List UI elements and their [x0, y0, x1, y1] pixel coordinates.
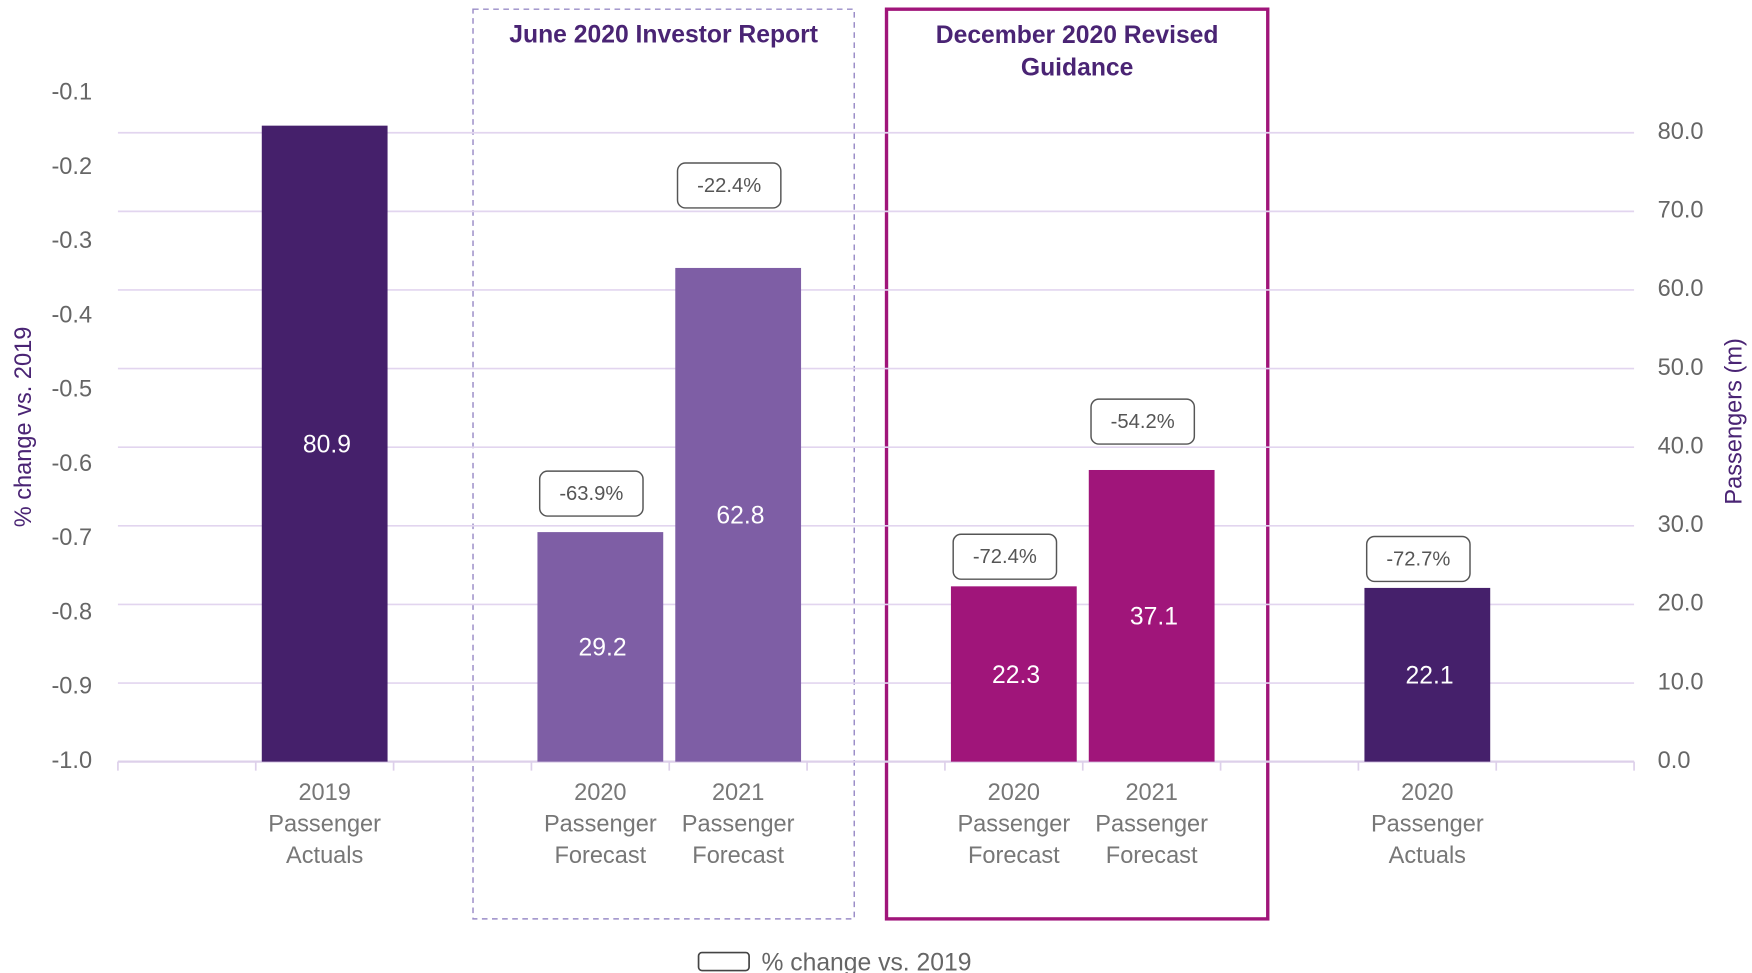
change-label-box	[1365, 535, 1471, 583]
group-box	[472, 8, 855, 920]
bar-value-label: 37.1	[1130, 604, 1178, 631]
bar	[1088, 469, 1215, 762]
y-tick-label: -0.8	[51, 598, 92, 624]
change-label-box	[538, 470, 644, 517]
change-label: -22.4%	[697, 175, 761, 197]
y-tick-label: -0.9	[51, 673, 92, 699]
y-tick-label: -0.2	[51, 153, 92, 179]
y-tick-label: -0.1	[51, 79, 92, 105]
change-label: -54.2%	[1111, 411, 1175, 433]
x-tick-label: 2020 Passenger Forecast	[957, 779, 1070, 868]
bar-value-label: 22.1	[1406, 663, 1454, 690]
group-title: June 2020 Investor Report	[509, 22, 818, 49]
y-tick-label: -1.0	[51, 747, 92, 773]
change-label: -63.9%	[559, 483, 623, 505]
y-tick-label: -0.7	[51, 524, 92, 550]
y2-tick-label: 50.0	[1658, 354, 1704, 380]
y-tick-label: -0.6	[51, 450, 92, 476]
group-box	[884, 7, 1270, 921]
y2-tick-label: 10.0	[1658, 668, 1704, 694]
bar-value-label: 29.2	[579, 635, 627, 662]
group-title: December 2020 Revised Guidance	[936, 22, 1219, 82]
y2-tick-label: 60.0	[1658, 275, 1704, 301]
bar-value-label: 80.9	[303, 431, 351, 458]
bar	[675, 267, 802, 762]
bar	[950, 586, 1077, 762]
y2-axis-title: Passengers (m)	[1720, 338, 1746, 504]
y2-tick-label: 40.0	[1658, 432, 1704, 458]
x-tick-label: 2020 Passenger Actuals	[1371, 779, 1484, 868]
y2-tick-label: 30.0	[1658, 511, 1704, 537]
legend-swatch	[697, 951, 750, 972]
change-label: -72.7%	[1386, 548, 1450, 570]
change-label-box	[952, 533, 1058, 580]
bar	[537, 532, 664, 762]
y-tick-label: -0.3	[51, 227, 92, 253]
x-tick-label: 2019 Passenger Actuals	[268, 779, 381, 868]
y2-tick-label: 70.0	[1658, 197, 1704, 223]
bar	[261, 125, 388, 762]
change-label-box	[1090, 398, 1196, 445]
legend-label: % change vs. 2019	[761, 949, 971, 973]
x-tick-label: 2021 Passenger Forecast	[1095, 779, 1208, 868]
bar-value-label: 62.8	[716, 503, 764, 530]
change-label: -72.4%	[973, 546, 1037, 568]
y-tick-label: -0.4	[51, 301, 92, 327]
y-tick-label: -0.5	[51, 376, 92, 402]
y2-tick-label: 20.0	[1658, 590, 1704, 616]
change-label-box	[676, 162, 782, 209]
bar	[1364, 587, 1491, 762]
y2-tick-label: 0.0	[1658, 747, 1691, 773]
y2-tick-label: 80.0	[1658, 118, 1704, 144]
y-axis-title: % change vs. 2019	[10, 327, 36, 528]
x-tick-label: 2021 Passenger Forecast	[682, 779, 795, 868]
bar-value-label: 22.3	[992, 662, 1040, 689]
x-tick-label: 2020 Passenger Forecast	[544, 779, 657, 868]
